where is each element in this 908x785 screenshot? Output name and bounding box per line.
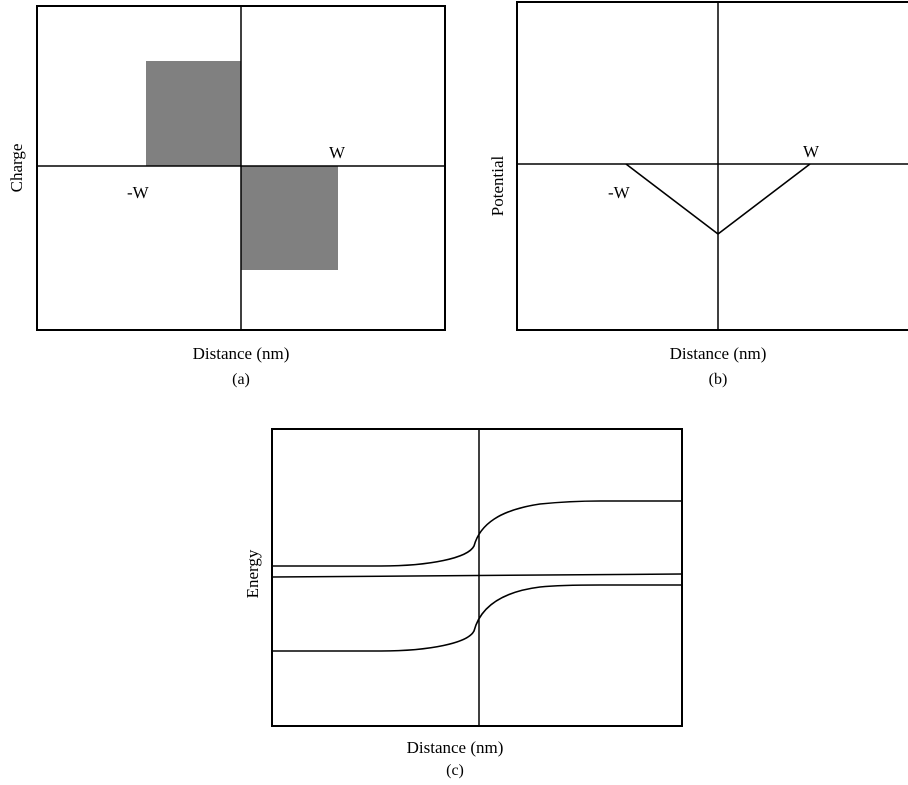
panel-a-x-label: Distance (nm)	[193, 344, 290, 363]
fermi-level-line	[271, 573, 683, 578]
panel-b-right-marker: W	[803, 142, 820, 161]
panel-c-y-label: Energy	[243, 549, 262, 598]
panel-b-y-label: Potential	[488, 156, 507, 217]
potential-well-line	[625, 163, 811, 236]
negative-charge-block	[146, 61, 241, 166]
panel-b-x-label: Distance (nm)	[670, 344, 767, 363]
conduction-band-curve	[272, 500, 682, 567]
panel-c-x-label: Distance (nm)	[407, 738, 504, 757]
panel-a-right-marker: W	[329, 143, 346, 162]
panel-c-energy-diagram: Energy Distance (nm) (c)	[243, 428, 683, 779]
panel-b-left-marker: -W	[608, 183, 631, 202]
panel-b-caption: (b)	[709, 371, 728, 388]
panel-a-left-marker: -W	[127, 183, 150, 202]
panel-a-y-label: Charge	[7, 144, 26, 193]
panel-a-caption: (a)	[232, 371, 250, 388]
panel-c-caption: (c)	[446, 762, 464, 779]
valence-band-curve	[272, 584, 682, 652]
panel-b-potential-diagram: -W W Potential Distance (nm) (b)	[488, 1, 908, 388]
panel-b-frame	[516, 1, 908, 331]
panel-c-frame	[271, 428, 683, 727]
panel-a-charge-diagram: -W W Charge Distance (nm) (a)	[7, 5, 446, 388]
positive-charge-block	[241, 166, 338, 270]
